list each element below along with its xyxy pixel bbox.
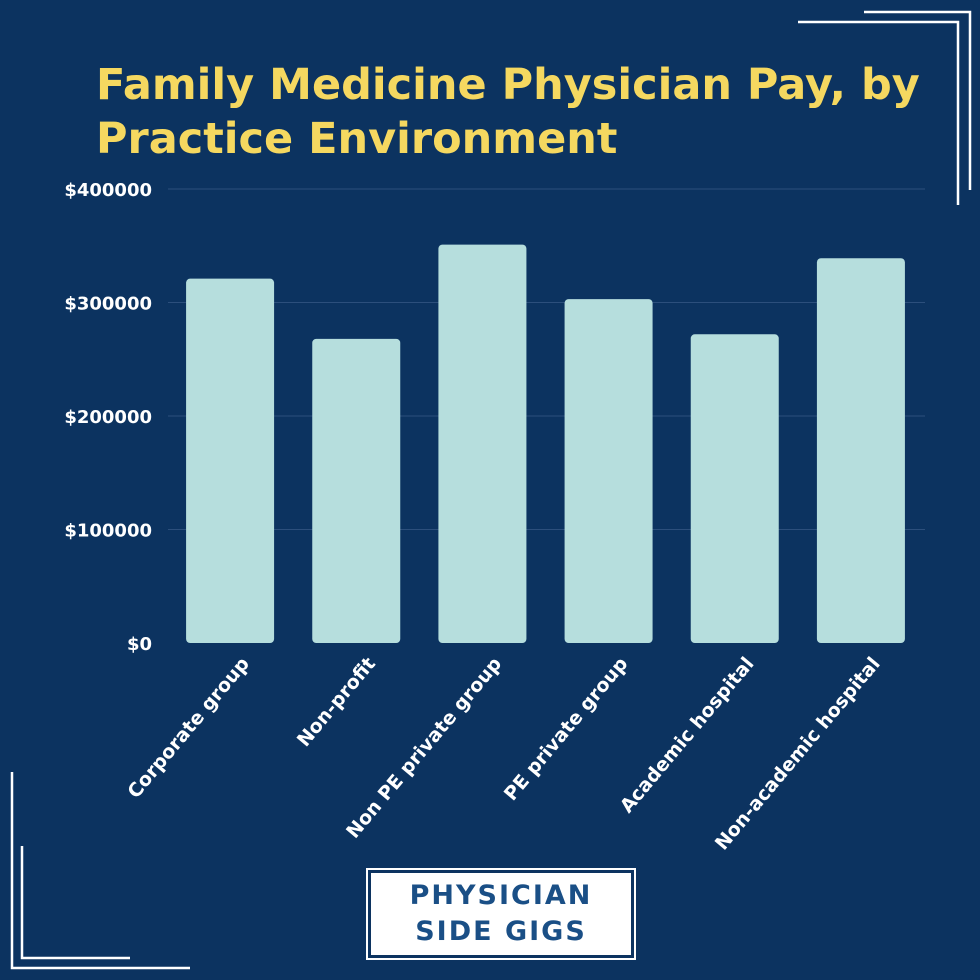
y-tick-label: $0 xyxy=(127,634,152,655)
y-axis-ticks: $0 $100000 $200000 $300000 $400000 xyxy=(64,180,152,655)
bars xyxy=(186,244,905,644)
brand-logo: PHYSICIAN SIDE GIGS xyxy=(366,868,636,960)
x-tick-label: Non-profit xyxy=(293,653,380,751)
x-tick-label: PE private group xyxy=(500,653,633,805)
y-tick-label: $400000 xyxy=(64,180,152,201)
y-tick-label: $200000 xyxy=(64,407,152,428)
corner-frame-bottom-left xyxy=(10,772,190,970)
bar xyxy=(564,299,653,643)
bar xyxy=(438,244,527,644)
brand-logo-line-1: PHYSICIAN xyxy=(409,880,593,911)
x-tick-label: Corporate group xyxy=(123,653,254,803)
brand-logo-line-2: SIDE GIGS xyxy=(415,916,587,947)
corner-frame-top-right xyxy=(798,10,972,205)
y-tick-label: $100000 xyxy=(64,521,152,542)
y-tick-label: $300000 xyxy=(64,294,152,315)
bar xyxy=(186,278,275,643)
gridlines xyxy=(168,188,925,530)
bar xyxy=(690,334,779,643)
chart-title: Family Medicine Physician Pay, by Practi… xyxy=(96,60,920,164)
bar xyxy=(816,258,905,643)
bar xyxy=(312,338,401,643)
x-tick-label: Academic hospital xyxy=(616,653,759,817)
